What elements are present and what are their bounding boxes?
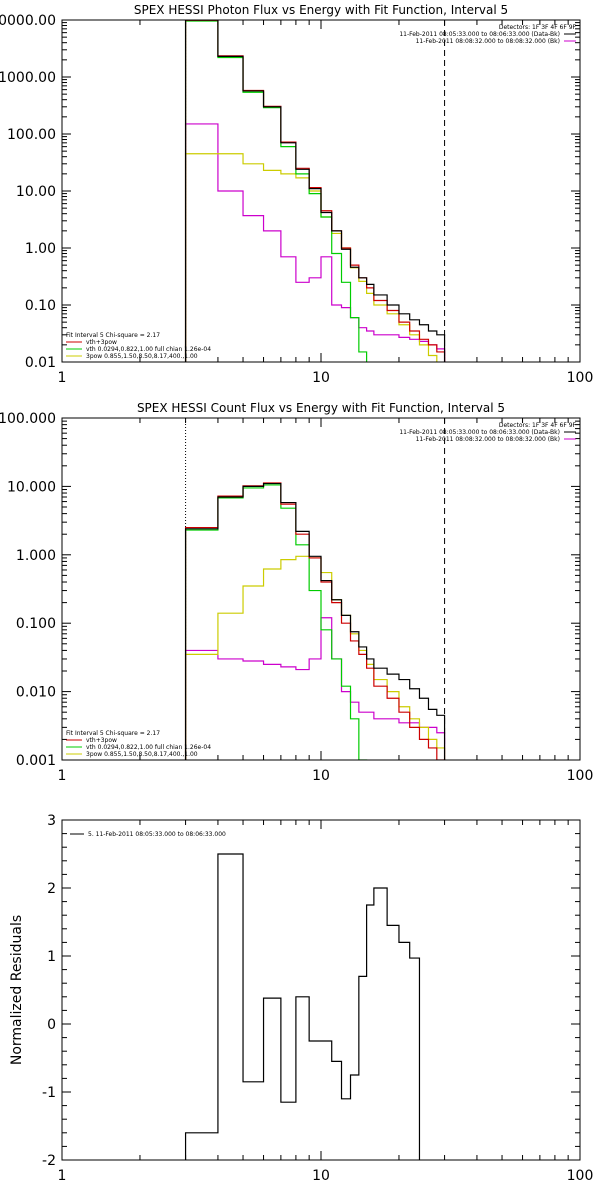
y-tick-label: 10.000 [7, 479, 56, 495]
y-tick-label: 0.01 [25, 355, 56, 371]
series-data-bk-line [184, 482, 446, 760]
y-tick-label: 1 [47, 949, 56, 965]
y-tick-label: 0.001 [16, 753, 56, 769]
series-data-bk-line [184, 20, 446, 362]
x-tick-label: 10 [312, 1168, 330, 1184]
y-tick-label: 10.00 [16, 184, 56, 200]
legend-top-entry: 11-Feb-2011 08:05:33.000 to 08:06:33.000… [399, 31, 560, 38]
count-flux-panel: SPEX HESSI Count Flux vs Energy with Fit… [0, 401, 594, 784]
legend-top-entry: Detectors: 1F 3F 4F 6F 9F [499, 422, 577, 429]
legend-top-entry: 11-Feb-2011 08:05:33.000 to 08:06:33.000… [399, 429, 560, 436]
legend-bottom-entry: 3pow 0.855,1.50,8.50,8.17,400.,1.00 [86, 751, 198, 758]
x-tick-label: 100 [567, 768, 594, 784]
series-bk-line [184, 617, 446, 760]
legend-bottom-entry: Fit Interval 5 Chi-square = 2.17 [66, 730, 160, 737]
chart-title: SPEX HESSI Count Flux vs Energy with Fit… [137, 401, 505, 415]
x-tick-label: 100 [567, 370, 594, 386]
y-tick-label: -1 [42, 1085, 56, 1101]
legend-top-entry: 11-Feb-2011 08:08:32.000 to 08:08:32.000… [416, 38, 560, 45]
y-tick-label: 100.000 [0, 411, 56, 427]
legend-bottom-entry: vth 0.0294,0.822,1.00 full chian 1.26e-0… [86, 744, 211, 751]
plot-frame [61, 19, 581, 363]
series-vth-line [184, 20, 368, 362]
legend-top-entry: 11-Feb-2011 08:08:32.000 to 08:08:32.000… [416, 436, 560, 443]
y-tick-label: 100.00 [7, 127, 56, 143]
legend-bottom-entry: Fit Interval 5 Chi-square = 2.17 [66, 332, 160, 339]
y-axis-label: Normalized Residuals [9, 915, 25, 1065]
legend-entry: 5. 11-Feb-2011 08:05:33.000 to 08:06:33.… [88, 831, 226, 838]
legend-bottom-entry: vth 0.0294,0.822,1.00 full chian 1.26e-0… [86, 346, 211, 353]
x-tick-label: 1 [58, 370, 67, 386]
y-tick-label: 1000.00 [0, 70, 56, 86]
series-vth-3pow-line [184, 482, 446, 760]
series-bk-line [184, 123, 446, 362]
x-tick-label: 100 [567, 1168, 594, 1184]
x-tick-label: 10 [312, 370, 330, 386]
y-tick-label: 0.10 [25, 298, 56, 314]
y-tick-label: -2 [42, 1153, 56, 1169]
x-tick-label: 1 [58, 768, 67, 784]
chart-title: SPEX HESSI Photon Flux vs Energy with Fi… [134, 3, 508, 17]
legend-bottom-entry: vth+3pow [86, 737, 117, 744]
y-tick-label: 3 [47, 813, 56, 829]
series-vth-line [184, 484, 368, 760]
legend-top-entry: Detectors: 1F 3F 4F 6F 9F [499, 24, 577, 31]
y-tick-label: 0.100 [16, 616, 56, 632]
y-tick-label: 0 [47, 1017, 56, 1033]
y-tick-label: 0.010 [16, 685, 56, 701]
plot-frame [61, 819, 581, 1161]
x-tick-label: 1 [58, 1168, 67, 1184]
legend-bottom-entry: vth+3pow [86, 339, 117, 346]
y-tick-label: 2 [47, 881, 56, 897]
photon-flux-panel: SPEX HESSI Photon Flux vs Energy with Fi… [0, 3, 594, 386]
series-3pow-line [184, 153, 438, 362]
plot-frame [61, 417, 581, 761]
x-tick-label: 10 [312, 768, 330, 784]
series-3pow-line [184, 555, 446, 760]
legend-bottom-entry: 3pow 0.855,1.50,8.50,8.17,400.,1.00 [86, 353, 198, 360]
y-tick-label: 1.000 [16, 548, 56, 564]
y-tick-label: 1.00 [25, 241, 56, 257]
series-vth-3pow-line [184, 20, 446, 362]
series-5-11-feb-2011-08-05-33-000-to-08-06-33-000-line [184, 853, 421, 1160]
